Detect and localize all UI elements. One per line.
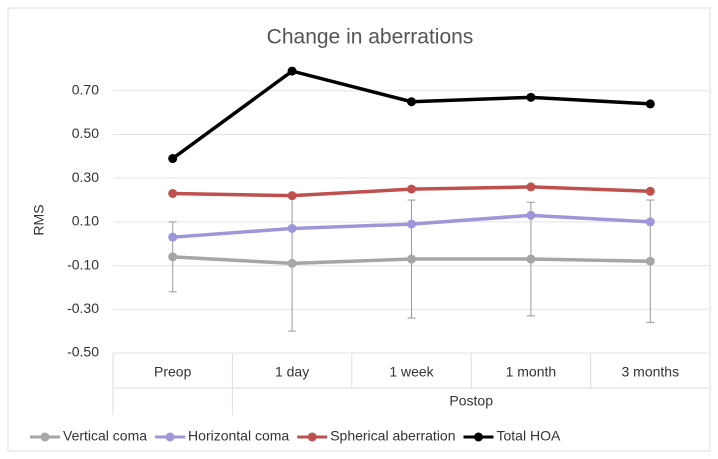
data-point (287, 66, 297, 76)
data-point (526, 92, 536, 102)
y-tick-label: -0.30 (67, 300, 99, 316)
chart-border (7, 7, 711, 452)
y-tick-label: 0.50 (72, 125, 99, 141)
legend-label: Total HOA (497, 428, 561, 444)
x-tick-label: 1 week (389, 364, 434, 380)
data-point (407, 219, 416, 229)
legend-label: Spherical aberration (330, 428, 455, 444)
x-group-label: Postop (449, 393, 493, 409)
data-point (645, 99, 655, 109)
data-point (526, 210, 536, 220)
y-tick-label: -0.50 (67, 344, 99, 360)
y-tick-label: 0.10 (72, 213, 99, 229)
series-line (171, 69, 651, 160)
y-tick-label: 0.70 (72, 81, 99, 97)
legend-marker (307, 432, 317, 442)
y-tick-label: 0.30 (72, 169, 99, 185)
data-point (407, 254, 416, 264)
x-tick-label: Preop (154, 364, 192, 380)
data-point (287, 258, 297, 268)
y-axis-label: RMS (31, 204, 47, 235)
data-point (526, 182, 536, 192)
data-point (168, 252, 178, 262)
data-point (168, 232, 178, 242)
x-tick-label: 1 day (275, 364, 309, 380)
data-point (287, 223, 297, 233)
data-point (407, 97, 416, 107)
data-point (407, 184, 416, 194)
legend-marker (165, 432, 175, 442)
legend-marker (474, 432, 483, 442)
data-point (526, 254, 536, 264)
data-point (645, 256, 655, 266)
data-point (645, 217, 655, 227)
x-tick-label: 1 month (506, 364, 557, 380)
legend-label: Horizontal coma (188, 428, 289, 444)
legend-label: Vertical coma (63, 428, 147, 444)
x-tick-label: 3 months (622, 364, 680, 380)
chart-title: Change in aberrations (267, 26, 474, 49)
data-point (287, 191, 297, 201)
data-point (168, 188, 178, 198)
legend-marker (40, 432, 50, 442)
data-point (168, 154, 178, 164)
data-point (645, 186, 655, 196)
y-tick-label: -0.10 (67, 256, 99, 272)
